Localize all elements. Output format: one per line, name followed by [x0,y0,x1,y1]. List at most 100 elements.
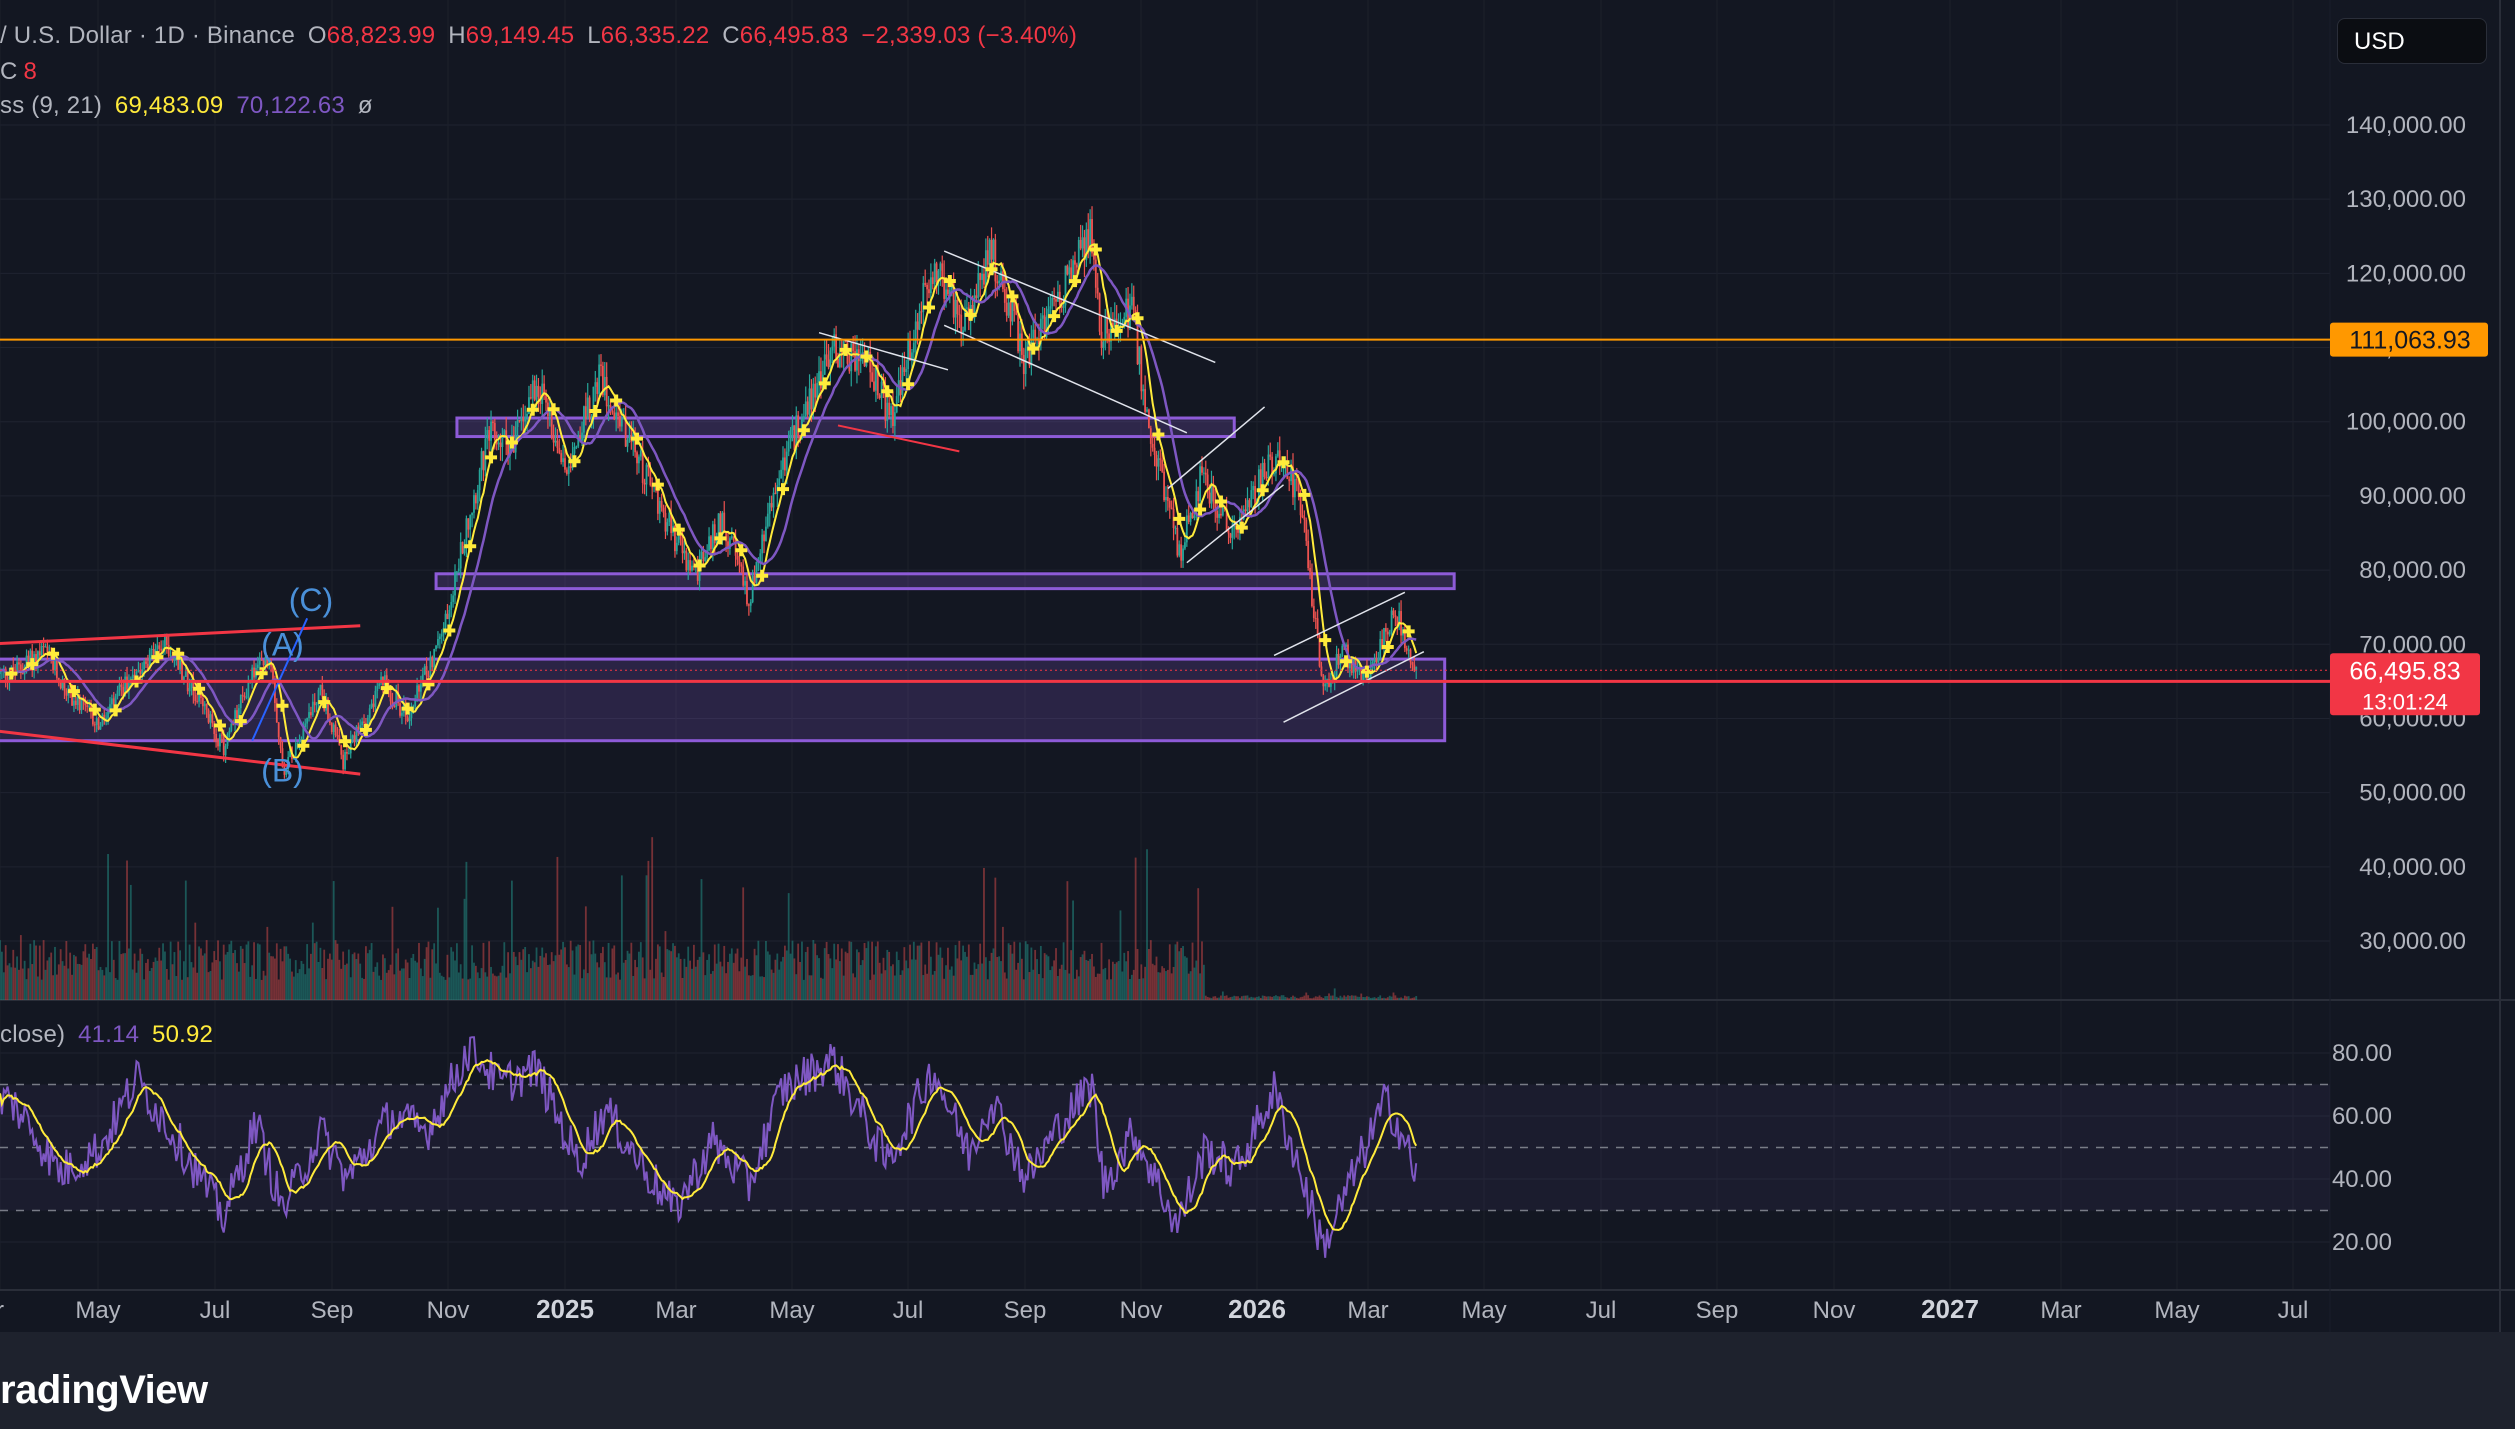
slow-ma-line [0,264,1417,740]
volume-bar [179,950,182,1000]
volume-bar [789,953,792,1000]
volume-bar [605,977,608,1000]
candle-body [689,560,692,571]
volume-bar [1161,966,1164,1000]
rsi-pane[interactable] [0,1036,2330,1258]
volume-bar [215,960,218,1000]
candle-body [852,343,855,352]
volume-bar [1068,973,1071,1000]
volume-bar [1170,973,1173,1000]
candle-body [71,691,73,706]
volume-bar [332,881,335,1000]
volume-bar [35,945,37,1000]
volume-bar [1140,964,1143,1000]
candle-body [452,595,455,602]
symbol-label: / U.S. Dollar · 1D · Binance [0,22,296,49]
rsi-band [0,1084,2330,1211]
candle-body [397,691,400,704]
candle-body [160,648,163,651]
volume-bar [1390,996,1393,1000]
candle-body [543,383,546,394]
volume-bar [797,943,800,1000]
candle-body [327,698,329,720]
volume-bar [603,962,606,1000]
candle-body [131,674,134,679]
volume-bar [412,954,415,1000]
volume-bar [935,942,938,1000]
candle-body [507,444,509,457]
price-axis[interactable]: 140,000.00130,000.00120,000.00110,000.00… [2330,112,2488,1256]
volume-bar [656,944,659,1000]
volume-bar [1312,997,1315,1000]
volume-bar [1256,996,1258,1000]
level-tag-label: 111,063.93 [2349,327,2470,355]
time-tick-label: Mar [1347,1297,1388,1324]
volume-bar [687,946,690,1000]
candle-body [844,341,847,343]
candle-body [878,395,881,399]
currency-button[interactable]: USD [2337,18,2487,64]
volume-bar [1394,995,1397,1000]
candle-body [209,714,212,723]
volume-bar [376,962,379,1000]
volume-bar [0,940,1,1000]
volume-bar [1144,966,1147,1000]
candle-body [1330,680,1332,687]
volume-bar [1221,991,1224,1000]
volume-bar [1102,969,1105,1000]
candle-body [200,694,202,698]
candle-body [696,565,699,581]
candle-body [679,533,682,540]
candle-body [88,706,91,708]
volume-bar [1058,968,1061,1000]
volume-bar [205,940,208,1000]
volume-bar [268,952,271,1000]
candle-body [829,350,832,368]
signal-marker [1027,342,1040,355]
signal-marker [818,377,831,390]
candle-body [317,689,320,704]
price-tick-label: 120,000.00 [2346,260,2466,287]
volume-bar [916,945,919,1000]
candle-body [751,575,754,602]
time-tick-label: r [0,1297,4,1324]
volume-bar [594,953,597,1000]
candle-body [239,694,242,709]
volume-bar [1132,969,1135,1000]
volume-bar [1113,963,1116,1000]
volume-bar [129,884,132,1000]
volume-bar [1208,997,1211,1000]
candle-body [194,695,197,701]
candle-body [569,466,572,469]
horizontal-levels[interactable] [0,338,2330,683]
volume-bar [1237,996,1239,1000]
candle-body [101,714,104,727]
candle-body [1165,496,1167,501]
signal-marker [213,719,226,732]
candle-body [1096,287,1099,294]
candle-body [55,660,58,678]
eye-off-icon[interactable]: ø [357,92,373,119]
volume-bar [105,967,108,1000]
candle-body [1328,679,1330,687]
candle-body [346,751,348,754]
volume-bar [1263,995,1266,1000]
volume-bar [575,946,578,1000]
volume-bar [531,960,534,1000]
wave-label: (A) [261,626,304,662]
candle-body [266,656,269,665]
candle-body [596,382,599,394]
volume-bar [1015,969,1018,1000]
price-chart[interactable]: (C)(A)(B) 140,000.00130,000.00120,000.00… [0,0,2515,1332]
volume-bar [69,952,72,1000]
signal-marker [485,451,498,464]
volume-bar [977,964,980,1000]
volume-bar [368,949,371,1000]
volume-bar [562,941,564,1000]
time-axis[interactable]: rMayJulSepNov2025MarMayJulSepNov2026MarM… [0,1294,2308,1324]
volume-bar [1000,961,1002,1000]
candle-body [203,703,206,707]
indicator-label: C [0,58,18,85]
legend-row-rsi: close) 41.14 50.92 [0,1021,219,1049]
candle-body [65,690,68,696]
